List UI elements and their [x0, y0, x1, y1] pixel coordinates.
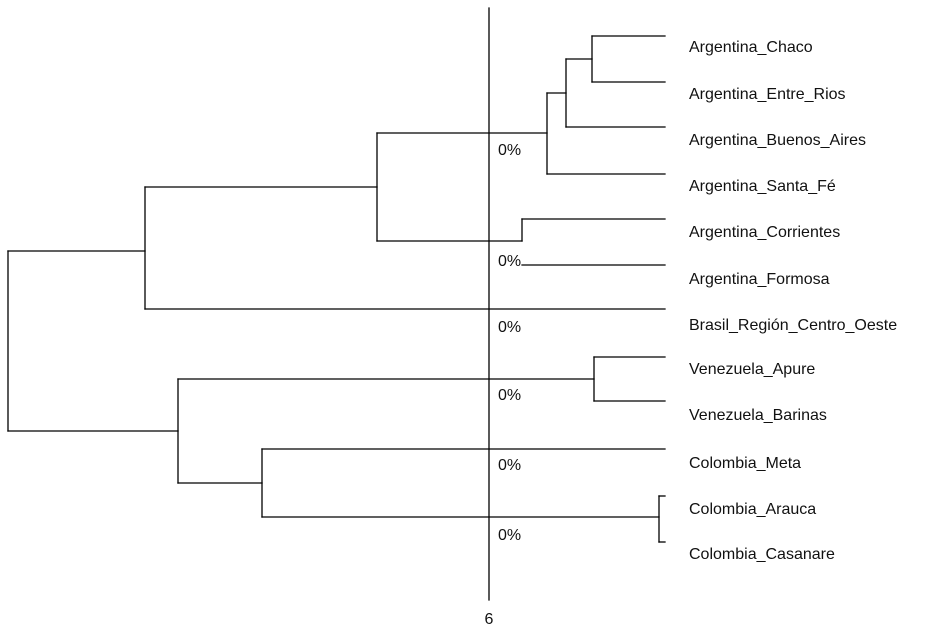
dendrogram-branches: [7, 35, 666, 543]
leaf-label: Venezuela_Apure: [689, 361, 815, 378]
percent-label: 0%: [498, 142, 521, 159]
percent-label: 0%: [498, 319, 521, 336]
leaf-label: Brasil_Región_Centro_Oeste: [689, 317, 897, 334]
percent-labels: 0% 0% 0% 0% 0% 0%: [498, 142, 521, 544]
leaf-label: Argentina_Buenos_Aires: [689, 132, 866, 149]
leaf-label: Argentina_Formosa: [689, 271, 830, 288]
leaf-label: Venezuela_Barinas: [689, 407, 827, 424]
leaf-label: Argentina_Santa_Fé: [689, 178, 836, 195]
leaf-labels: Argentina_Chaco Argentina_Entre_Rios Arg…: [689, 39, 897, 563]
leaf-label: Colombia_Casanare: [689, 546, 835, 563]
percent-label: 0%: [498, 253, 521, 270]
percent-label: 0%: [498, 527, 521, 544]
leaf-label: Colombia_Arauca: [689, 501, 816, 518]
percent-label: 0%: [498, 387, 521, 404]
cut-value-label: 6: [485, 611, 494, 628]
leaf-label: Colombia_Meta: [689, 455, 801, 472]
leaf-label: Argentina_Chaco: [689, 39, 813, 56]
leaf-label: Argentina_Entre_Rios: [689, 86, 846, 103]
percent-label: 0%: [498, 457, 521, 474]
leaf-label: Argentina_Corrientes: [689, 224, 840, 241]
